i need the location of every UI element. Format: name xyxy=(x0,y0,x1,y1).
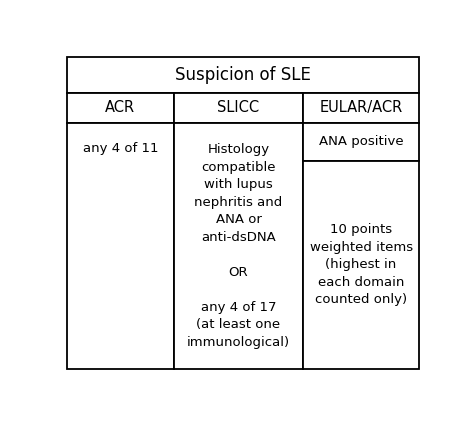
Text: 10 points
weighted items
(highest in
each domain
counted only): 10 points weighted items (highest in eac… xyxy=(310,224,413,306)
Bar xyxy=(174,93,303,123)
Text: any 4 of 11: any 4 of 11 xyxy=(82,142,158,155)
Bar xyxy=(303,161,419,369)
Text: SLICC: SLICC xyxy=(218,100,260,115)
Text: Histology
compatible
with lupus
nephritis and
ANA or
anti-dsDNA

OR

any 4 of 17: Histology compatible with lupus nephriti… xyxy=(187,143,290,349)
Bar xyxy=(66,57,419,93)
Text: ACR: ACR xyxy=(105,100,136,115)
Text: EULAR/ACR: EULAR/ACR xyxy=(319,100,403,115)
Bar xyxy=(66,123,174,369)
Bar xyxy=(303,123,419,161)
Bar xyxy=(174,123,303,369)
Bar xyxy=(66,93,174,123)
Bar xyxy=(303,93,419,123)
Text: Suspicion of SLE: Suspicion of SLE xyxy=(175,66,311,84)
Text: ANA positive: ANA positive xyxy=(319,135,403,148)
